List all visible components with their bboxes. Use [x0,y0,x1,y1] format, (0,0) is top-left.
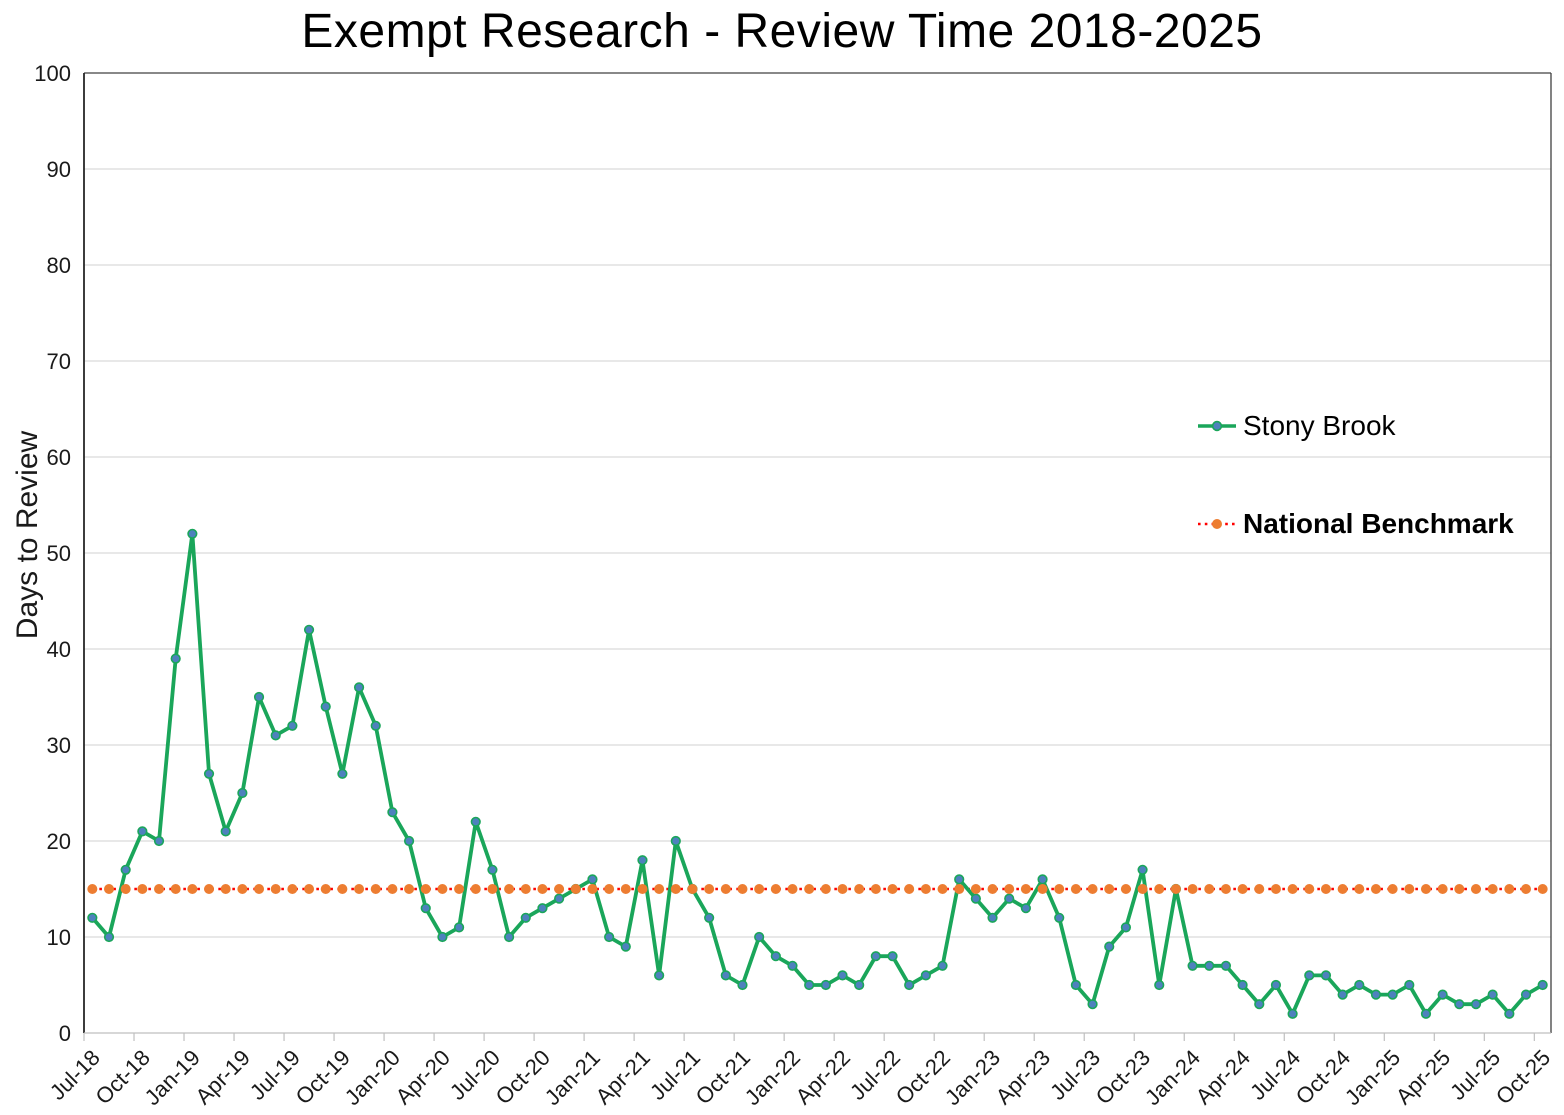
svg-text:Jan-23: Jan-23 [940,1045,1005,1110]
svg-text:90: 90 [47,157,71,182]
legend-label-stony-brook: Stony Brook [1243,410,1396,441]
svg-text:Oct-19: Oct-19 [291,1045,355,1109]
gridlines [84,168,1551,938]
national-benchmark-markers [87,884,1548,894]
svg-text:Jan-24: Jan-24 [1140,1045,1205,1110]
svg-text:100: 100 [34,61,71,86]
svg-text:40: 40 [47,637,71,662]
svg-text:Oct-22: Oct-22 [891,1045,955,1109]
svg-text:Oct-21: Oct-21 [691,1045,755,1109]
svg-text:Jan-25: Jan-25 [1340,1045,1405,1110]
svg-text:Apr-22: Apr-22 [791,1045,855,1109]
svg-text:Jan-20: Jan-20 [340,1045,405,1110]
svg-text:Jan-21: Jan-21 [540,1045,605,1110]
svg-text:Apr-21: Apr-21 [591,1045,655,1109]
svg-text:30: 30 [47,733,71,758]
svg-text:Apr-25: Apr-25 [1391,1045,1455,1109]
svg-text:Oct-24: Oct-24 [1291,1045,1355,1109]
svg-text:Apr-23: Apr-23 [991,1045,1055,1109]
svg-text:Oct-18: Oct-18 [91,1045,155,1109]
svg-text:Oct-23: Oct-23 [1091,1045,1155,1109]
y-axis-labels: 0 10 20 30 40 50 60 70 80 90 100 [34,61,71,1046]
svg-text:Apr-19: Apr-19 [191,1045,255,1109]
plot-border [83,72,1552,1034]
national-benchmark-line-swatch-icon [1198,519,1236,529]
legend-label-national-benchmark: National Benchmark [1243,508,1514,539]
svg-text:Apr-20: Apr-20 [391,1045,455,1109]
svg-text:60: 60 [47,445,71,470]
svg-text:50: 50 [47,541,71,566]
svg-text:10: 10 [47,925,71,950]
legend-item-national-benchmark: National Benchmark [1196,508,1514,540]
svg-text:0: 0 [59,1021,71,1046]
svg-text:20: 20 [47,829,71,854]
svg-text:80: 80 [47,253,71,278]
svg-text:Jan-22: Jan-22 [740,1045,805,1110]
svg-text:Apr-24: Apr-24 [1191,1045,1255,1109]
chart-title: Exempt Research - Review Time 2018-2025 [301,5,1263,58]
stony-brook-line-swatch-icon [1198,420,1236,432]
stony-brook-series [87,528,1548,1019]
svg-text:Oct-25: Oct-25 [1491,1045,1555,1109]
legend-item-stony-brook: Stony Brook [1196,410,1396,442]
x-axis-labels: Jul-18Oct-18Jan-19Apr-19Jul-19Oct-19Jan-… [45,1045,1555,1110]
svg-text:70: 70 [47,349,71,374]
x-axis-ticks [83,1033,1535,1041]
svg-text:Oct-20: Oct-20 [491,1045,555,1109]
svg-text:Jan-19: Jan-19 [140,1045,205,1110]
